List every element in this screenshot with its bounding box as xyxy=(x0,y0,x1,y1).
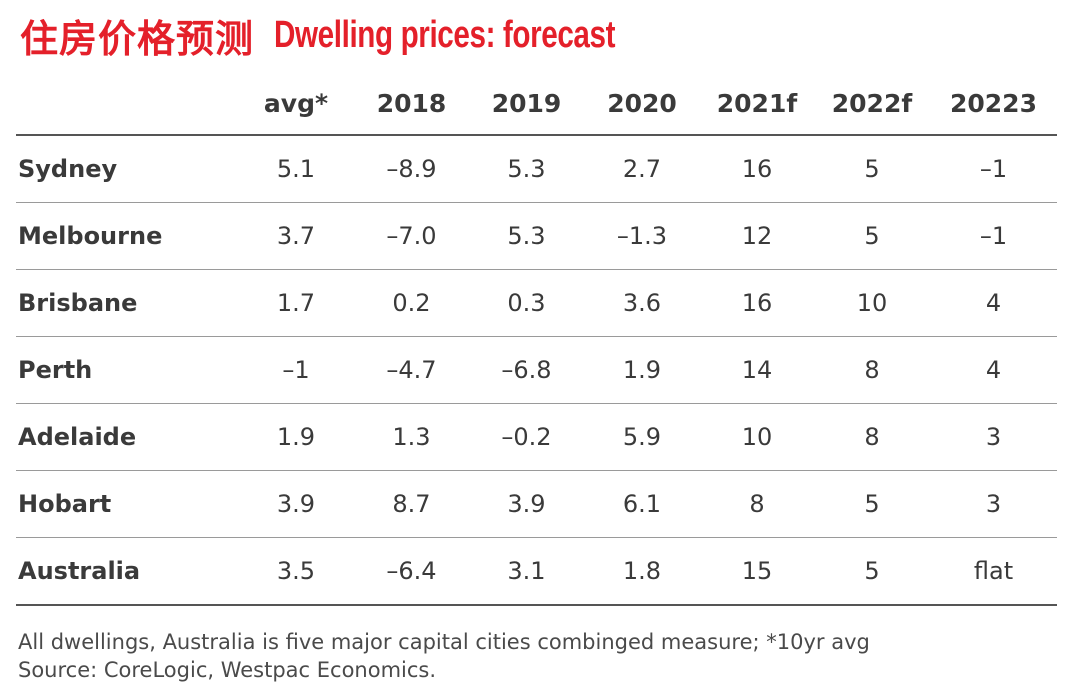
table-cell: 8 xyxy=(814,403,930,471)
table-cell: –8.9 xyxy=(354,135,469,203)
table-cell: 2.7 xyxy=(584,135,700,203)
table-cell: 3.7 xyxy=(238,202,354,270)
table-cell: 1.3 xyxy=(354,403,469,471)
table-cell: 5.9 xyxy=(584,403,700,471)
table-cell: 1.9 xyxy=(584,336,700,404)
table-cell: 16 xyxy=(700,135,814,203)
table-cell: –0.2 xyxy=(469,403,584,471)
header-row: avg* 2018 2019 2020 2021f 2022f 20223 xyxy=(16,72,1057,136)
table-body: Sydney 5.1 –8.9 5.3 2.7 16 5 –1 Melbourne 3.7 –7.0… xyxy=(16,135,1057,606)
table-cell: 1.8 xyxy=(584,537,700,606)
table-cell: –6.8 xyxy=(469,336,584,404)
header-cell-1: avg* xyxy=(238,72,354,136)
header-cell-3: 2019 xyxy=(469,72,584,136)
table-cell: 8 xyxy=(814,336,930,404)
table-cell: 5 xyxy=(814,470,930,538)
row-label: Hobart xyxy=(16,470,238,538)
table-cell: 8 xyxy=(700,470,814,538)
table-cell: –4.7 xyxy=(354,336,469,404)
header-cell-6: 2022f xyxy=(814,72,930,136)
row-label: Perth xyxy=(16,336,238,404)
table-cell: 15 xyxy=(700,537,814,606)
row-label: Sydney xyxy=(16,135,238,203)
header-cell-5: 2021f xyxy=(700,72,814,136)
header-cell-city xyxy=(16,72,238,136)
table-cell: 10 xyxy=(700,403,814,471)
table-cell: 5 xyxy=(814,202,930,270)
table-cell: 14 xyxy=(700,336,814,404)
table-cell: 5 xyxy=(814,135,930,203)
table-cell: 3.5 xyxy=(238,537,354,606)
table-cell: 3.9 xyxy=(238,470,354,538)
header-cell-7: 20223 xyxy=(930,72,1057,136)
table-cell: 4 xyxy=(930,336,1057,404)
row-label: Adelaide xyxy=(16,403,238,471)
footnote-line-2: Source: CoreLogic, Westpac Economics. xyxy=(18,658,437,682)
table-cell: flat xyxy=(930,537,1057,606)
table-row: Hobart 3.9 8.7 3.9 6.1 8 5 3 xyxy=(16,470,1057,538)
footnote-line-1: All dwellings, Australia is five major c… xyxy=(18,630,870,654)
table-cell: –6.4 xyxy=(354,537,469,606)
table-cell: –1 xyxy=(238,336,354,404)
table-cell: 3 xyxy=(930,403,1057,471)
table-cell: 6.1 xyxy=(584,470,700,538)
row-label: Melbourne xyxy=(16,202,238,270)
table-row: Adelaide 1.9 1.3 –0.2 5.9 10 8 3 xyxy=(16,403,1057,471)
table-cell: 3.9 xyxy=(469,470,584,538)
table-cell: 3 xyxy=(930,470,1057,538)
header-cell-2: 2018 xyxy=(354,72,469,136)
table-cell: 5.3 xyxy=(469,202,584,270)
chart-title: 住房价格预测 Dwelling prices: forecast xyxy=(20,8,711,62)
table-row: Australia 3.5 –6.4 3.1 1.8 15 5 flat xyxy=(16,537,1057,606)
table-cell: 3.1 xyxy=(469,537,584,606)
forecast-table: avg* 2018 2019 2020 2021f 2022f 20223 Sydney 5.… xyxy=(16,72,1057,606)
table-cell: –1.3 xyxy=(584,202,700,270)
row-label: Australia xyxy=(16,537,238,606)
table-row: Perth –1 –4.7 –6.8 1.9 14 8 4 xyxy=(16,336,1057,404)
table-cell: 1.7 xyxy=(238,269,354,337)
table-cell: –7.0 xyxy=(354,202,469,270)
table-cell: 5.3 xyxy=(469,135,584,203)
table-cell: 1.9 xyxy=(238,403,354,471)
table-cell: 3.6 xyxy=(584,269,700,337)
title-chinese: 住房价格预测 xyxy=(20,16,255,61)
table-cell: 0.3 xyxy=(469,269,584,337)
table-cell: 8.7 xyxy=(354,470,469,538)
title-english: Dwelling prices: forecast xyxy=(274,13,616,56)
table-cell: 4 xyxy=(930,269,1057,337)
table-row: Sydney 5.1 –8.9 5.3 2.7 16 5 –1 xyxy=(16,135,1057,203)
table-cell: –1 xyxy=(930,135,1057,203)
table-cell: 5 xyxy=(814,537,930,606)
footnote: All dwellings, Australia is five major c… xyxy=(18,628,1068,684)
table-cell: 5.1 xyxy=(238,135,354,203)
table-cell: –1 xyxy=(930,202,1057,270)
table-row: Melbourne 3.7 –7.0 5.3 –1.3 12 5 –1 xyxy=(16,202,1057,270)
table-cell: 16 xyxy=(700,269,814,337)
table-cell: 0.2 xyxy=(354,269,469,337)
header-cell-4: 2020 xyxy=(584,72,700,136)
row-label: Brisbane xyxy=(16,269,238,337)
table-row: Brisbane 1.7 0.2 0.3 3.6 16 10 4 xyxy=(16,269,1057,337)
table-cell: 12 xyxy=(700,202,814,270)
table-cell: 10 xyxy=(814,269,930,337)
